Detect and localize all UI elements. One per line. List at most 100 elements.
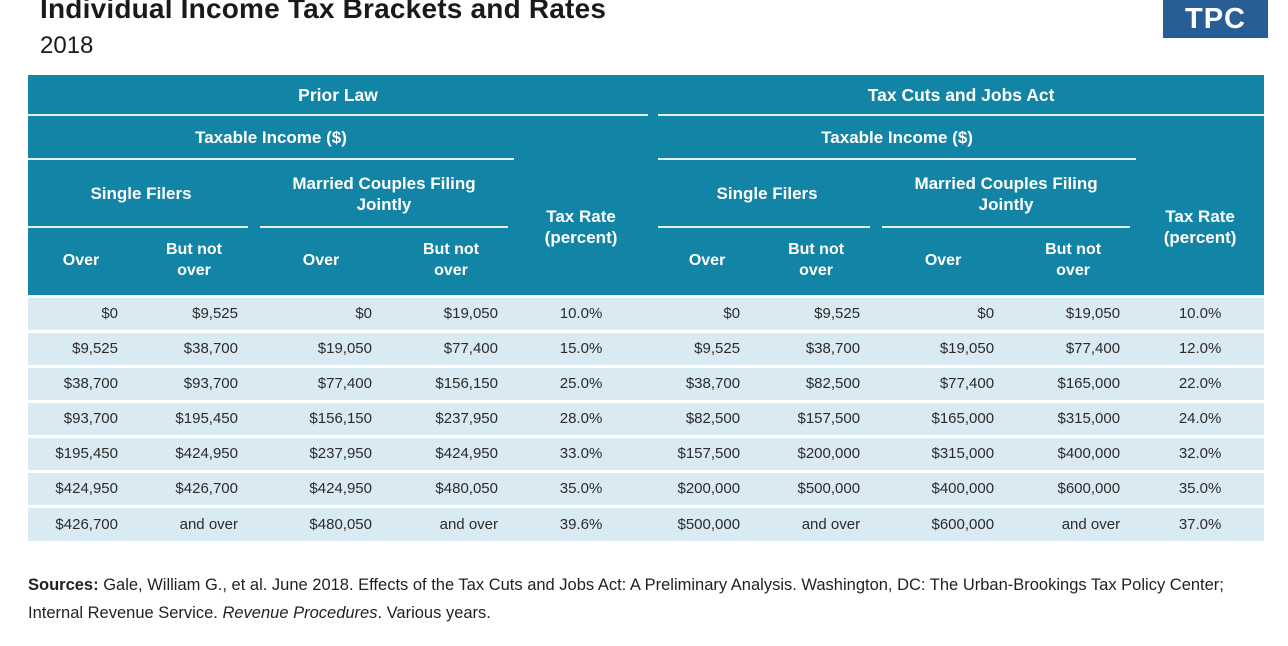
header-underline [658, 114, 1265, 116]
column-spacer [648, 160, 659, 296]
over-header: Over [28, 228, 134, 296]
sources-text-tail: . Various years. [377, 604, 491, 623]
header-underline [28, 226, 248, 228]
sources-label: Sources: [28, 576, 99, 594]
income-cell: and over [1010, 504, 1137, 541]
single-filers-label: Single Filers [90, 184, 192, 204]
income-cell: $424,950 [388, 434, 514, 471]
income-cell: $400,000 [1010, 434, 1137, 471]
income-cell: $77,400 [876, 364, 1011, 401]
header-underline [28, 114, 649, 116]
tax-rate-cell: 32.0% [1136, 434, 1265, 471]
income-cell: $9,525 [658, 329, 757, 366]
prior-married-header: Married Couples Filing Jointly [254, 160, 514, 228]
table-row: $0 $9,525 $0 $19,050 10.0% $0 $9,525 $0 $19,050 1… [28, 294, 1265, 331]
sources-text: Gale, William G., et al. June 2018. Effe… [28, 576, 1224, 623]
income-cell: $237,950 [388, 399, 514, 436]
over-header: Over [658, 228, 757, 296]
table-row: $9,525 $38,700 $19,050 $77,400 15.0% $9,525 $3… [28, 329, 1265, 366]
over-header-row: Over But not over Over But not over Over… [28, 228, 1264, 296]
income-cell: $82,500 [756, 364, 877, 401]
prior-tax-rate-header: Tax Rate (percent) [514, 160, 649, 296]
income-cell: and over [134, 504, 254, 541]
married-couples-label: Married Couples Filing Jointly [914, 173, 1098, 214]
income-cell: $480,050 [254, 504, 388, 541]
empty-header-cell [514, 116, 649, 160]
tcja-single-filers-header: Single Filers [658, 160, 877, 228]
income-cell: $426,700 [134, 469, 254, 506]
header-underline [658, 226, 871, 228]
column-spacer [648, 399, 659, 436]
income-cell: $480,050 [388, 469, 514, 506]
sources-italic-text: Revenue Procedures [222, 604, 378, 623]
income-cell: $165,000 [1010, 364, 1137, 401]
header-underline [260, 226, 508, 228]
tpc-logo: TPC [1163, 0, 1268, 38]
but-not-over-header: But not over [134, 228, 254, 296]
filer-header-row: Single Filers Married Couples Filing Joi… [28, 160, 1265, 296]
table-row: $38,700 $93,700 $77,400 $156,150 25.0% $38,70… [28, 364, 1265, 401]
income-cell: $200,000 [756, 434, 877, 471]
header-underline [882, 226, 1131, 228]
income-cell: $237,950 [254, 434, 388, 471]
income-cell: $157,500 [658, 434, 757, 471]
tax-rate-cell: 25.0% [514, 364, 649, 401]
prior-single-filers-header: Single Filers [28, 160, 254, 228]
over-header: Over [876, 228, 1011, 296]
sources-note: Sources: Gale, William G., et al. June 2… [28, 571, 1260, 627]
column-spacer [648, 469, 659, 506]
income-cell: $424,950 [28, 469, 134, 506]
income-cell: $315,000 [1010, 399, 1137, 436]
income-cell: $424,950 [254, 469, 388, 506]
header-underline [28, 158, 514, 160]
tcja-label: Tax Cuts and Jobs Act [867, 85, 1055, 105]
tcja-married-header: Married Couples Filing Jointly [876, 160, 1137, 228]
table-row: $195,450 $424,950 $237,950 $424,950 33.0% $15… [28, 434, 1265, 471]
tax-rate-cell: 24.0% [1136, 399, 1265, 436]
married-couples-label: Married Couples Filing Jointly [292, 173, 476, 214]
income-cell: $426,700 [28, 504, 134, 541]
income-cell: $0 [658, 294, 757, 331]
tax-rate-cell: 22.0% [1136, 364, 1265, 401]
income-cell: $19,050 [1010, 294, 1137, 331]
income-cell: $9,525 [134, 294, 254, 331]
but-not-over-header: But not over [1010, 228, 1137, 296]
income-cell: $0 [876, 294, 1011, 331]
column-spacer [648, 294, 659, 331]
income-cell: $82,500 [658, 399, 757, 436]
income-cell: $38,700 [658, 364, 757, 401]
income-cell: $400,000 [876, 469, 1011, 506]
income-cell: $77,400 [388, 329, 514, 366]
income-cell: $500,000 [658, 504, 757, 541]
income-cell: $195,450 [134, 399, 254, 436]
income-cell: $19,050 [254, 329, 388, 366]
tcja-tax-rate-header: Tax Rate (percent) [1136, 160, 1265, 296]
income-cell: $93,700 [28, 399, 134, 436]
table-body: $0 $9,525 $0 $19,050 10.0% $0 $9,525 $0 $19,050 1… [28, 294, 1265, 541]
income-cell: $0 [28, 294, 134, 331]
column-spacer [648, 504, 659, 541]
income-cell: $19,050 [876, 329, 1011, 366]
income-cell: $38,700 [134, 329, 254, 366]
column-spacer [648, 329, 659, 366]
header-underline [658, 158, 1137, 160]
group-header-row: Prior Law Tax Cuts and Jobs Act [28, 75, 1265, 116]
tax-rate-cell: 35.0% [1136, 469, 1265, 506]
tax-rate-cell: 12.0% [1136, 329, 1265, 366]
but-not-over-header: But not over [388, 228, 514, 296]
income-cell: $500,000 [756, 469, 877, 506]
income-cell: and over [756, 504, 877, 541]
but-not-over-header: But not over [756, 228, 877, 296]
income-cell: $200,000 [658, 469, 757, 506]
income-cell: $93,700 [134, 364, 254, 401]
tcja-header: Tax Cuts and Jobs Act [658, 75, 1265, 116]
income-cell: $9,525 [28, 329, 134, 366]
column-spacer [648, 75, 659, 116]
income-cell: $600,000 [876, 504, 1011, 541]
taxable-income-label: Taxable Income ($) [195, 128, 347, 147]
tax-rate-cell: 28.0% [514, 399, 649, 436]
income-cell: $77,400 [1010, 329, 1137, 366]
income-cell: $77,400 [254, 364, 388, 401]
income-cell: and over [388, 504, 514, 541]
